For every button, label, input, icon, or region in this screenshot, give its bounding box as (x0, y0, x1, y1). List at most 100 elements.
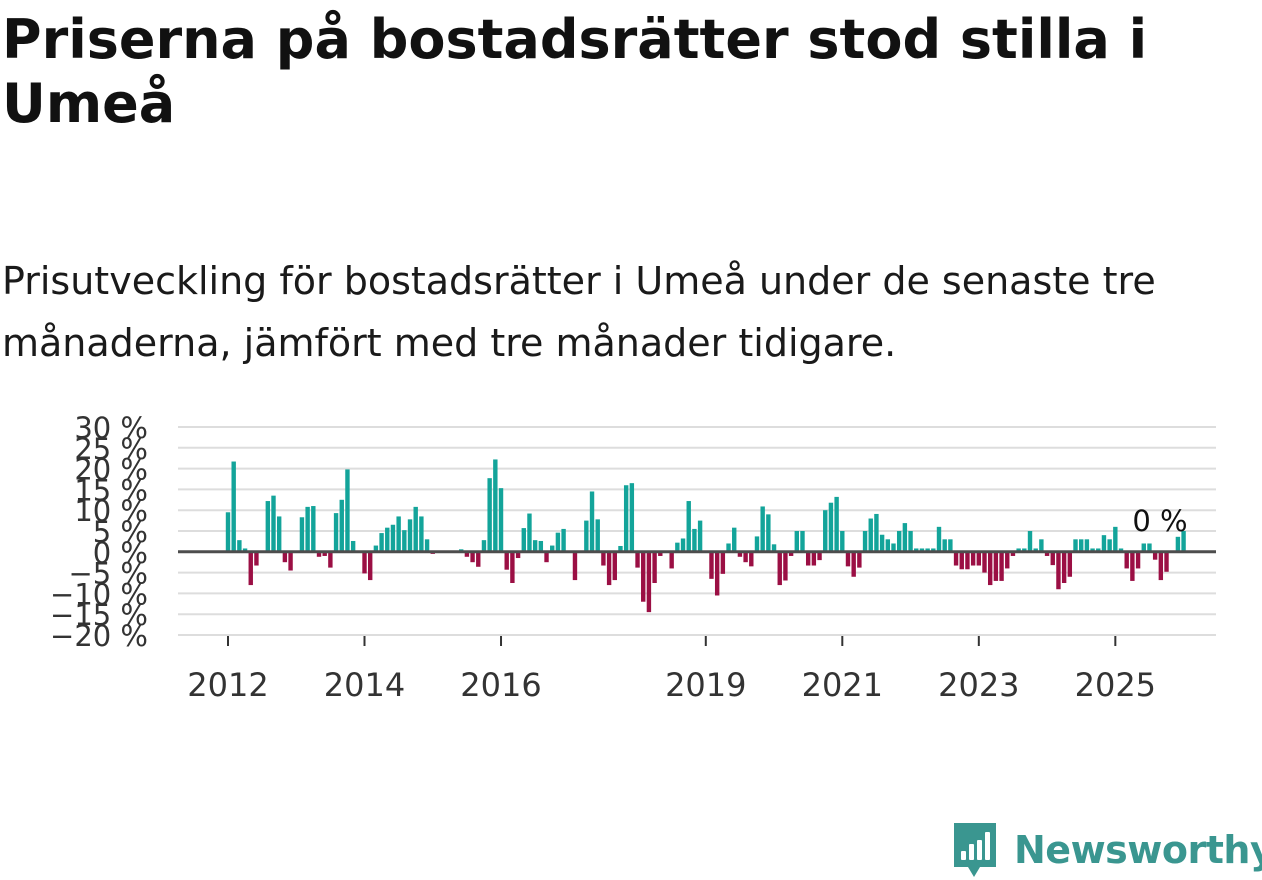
x-tick-label: 2016 (460, 666, 541, 704)
bar (658, 551, 663, 556)
x-tick-label: 2012 (187, 666, 268, 704)
bar (606, 551, 612, 586)
bar (1124, 551, 1129, 569)
annotations: 0 % (1132, 504, 1187, 538)
y-tick-label: 10 % (74, 494, 148, 528)
bar (1158, 551, 1164, 581)
bar (1061, 551, 1067, 583)
bar (788, 551, 794, 556)
bar (635, 551, 640, 568)
bar (896, 531, 902, 552)
bar (840, 531, 845, 552)
bar (629, 483, 635, 552)
y-tick-label: 5 % (93, 515, 148, 549)
bar (584, 520, 589, 552)
bar (282, 551, 288, 563)
bar (879, 534, 885, 552)
bar (316, 551, 322, 557)
bar (1101, 535, 1107, 552)
bar (646, 551, 652, 613)
bar (1141, 543, 1146, 552)
bar (544, 551, 549, 563)
chart-subtitle: Prisutveckling för bostadsrätter i Umeå … (2, 259, 1156, 365)
bar (532, 540, 538, 552)
bar (561, 528, 566, 552)
bar (999, 551, 1004, 581)
bar (504, 551, 509, 570)
bar (419, 516, 424, 552)
y-tick-label: 15 % (74, 473, 148, 507)
bar (857, 551, 862, 568)
bar (510, 551, 515, 583)
bar (936, 526, 942, 552)
x-tick-label: 2021 (802, 666, 883, 704)
bar (692, 528, 697, 552)
bar (1135, 551, 1141, 569)
bar (1113, 526, 1118, 552)
bar (749, 551, 754, 567)
bar (362, 551, 367, 574)
bar (1084, 539, 1090, 552)
bar (248, 551, 253, 586)
newsworthy-logo[interactable]: Newsworthy (950, 820, 1262, 880)
bar (498, 488, 504, 552)
bar (231, 461, 236, 552)
bar-chart: 30 %25 %20 %15 %10 %5 %0 %−5 %−10 %−15 %… (50, 411, 1216, 704)
bar (817, 551, 822, 561)
bar (521, 528, 526, 552)
y-tick-label: 20 % (74, 453, 148, 487)
bar (618, 545, 623, 552)
bar (345, 469, 350, 552)
y-tick-label: −10 % (50, 577, 148, 611)
bar (1005, 551, 1010, 569)
bar (982, 551, 987, 573)
bar (589, 491, 595, 552)
bar (242, 548, 248, 552)
bar (726, 543, 731, 552)
last-value-label: 0 % (1132, 504, 1187, 538)
x-tick-label: 2023 (938, 666, 1019, 704)
bar (914, 548, 919, 552)
x-tick-label: 2025 (1075, 666, 1156, 704)
bar (1107, 539, 1112, 552)
bar (669, 551, 674, 569)
bar (225, 512, 231, 552)
bar (714, 551, 720, 596)
bar (1152, 551, 1158, 560)
bar (1010, 551, 1016, 556)
bar (368, 551, 373, 581)
bar (891, 543, 896, 552)
bar (697, 520, 703, 552)
bar (766, 514, 771, 552)
x-tick-label: 2019 (665, 666, 746, 704)
bar (828, 502, 834, 552)
bar (862, 531, 868, 552)
y-axis-labels: 30 %25 %20 %15 %10 %5 %0 %−5 %−10 %−15 %… (50, 411, 148, 653)
bar (885, 539, 891, 552)
bar (1033, 548, 1038, 552)
bar (783, 551, 788, 581)
bar (675, 542, 680, 552)
y-tick-label: 30 % (74, 411, 148, 445)
bar (385, 527, 390, 552)
bar (1050, 551, 1055, 566)
bar (680, 538, 686, 552)
bar (959, 551, 964, 570)
bar (1096, 548, 1101, 552)
bar (527, 513, 532, 552)
bar (1079, 539, 1084, 552)
bar (771, 544, 777, 552)
bar (333, 513, 339, 552)
bar (1022, 548, 1027, 552)
bar (493, 459, 498, 552)
bar (271, 495, 276, 552)
bar (942, 539, 947, 552)
bar (1130, 551, 1135, 581)
bar (823, 510, 828, 552)
bar (254, 551, 259, 566)
bar (811, 551, 817, 566)
bar (641, 551, 646, 602)
bar (424, 539, 430, 552)
bar (265, 501, 271, 552)
bar (481, 540, 487, 552)
